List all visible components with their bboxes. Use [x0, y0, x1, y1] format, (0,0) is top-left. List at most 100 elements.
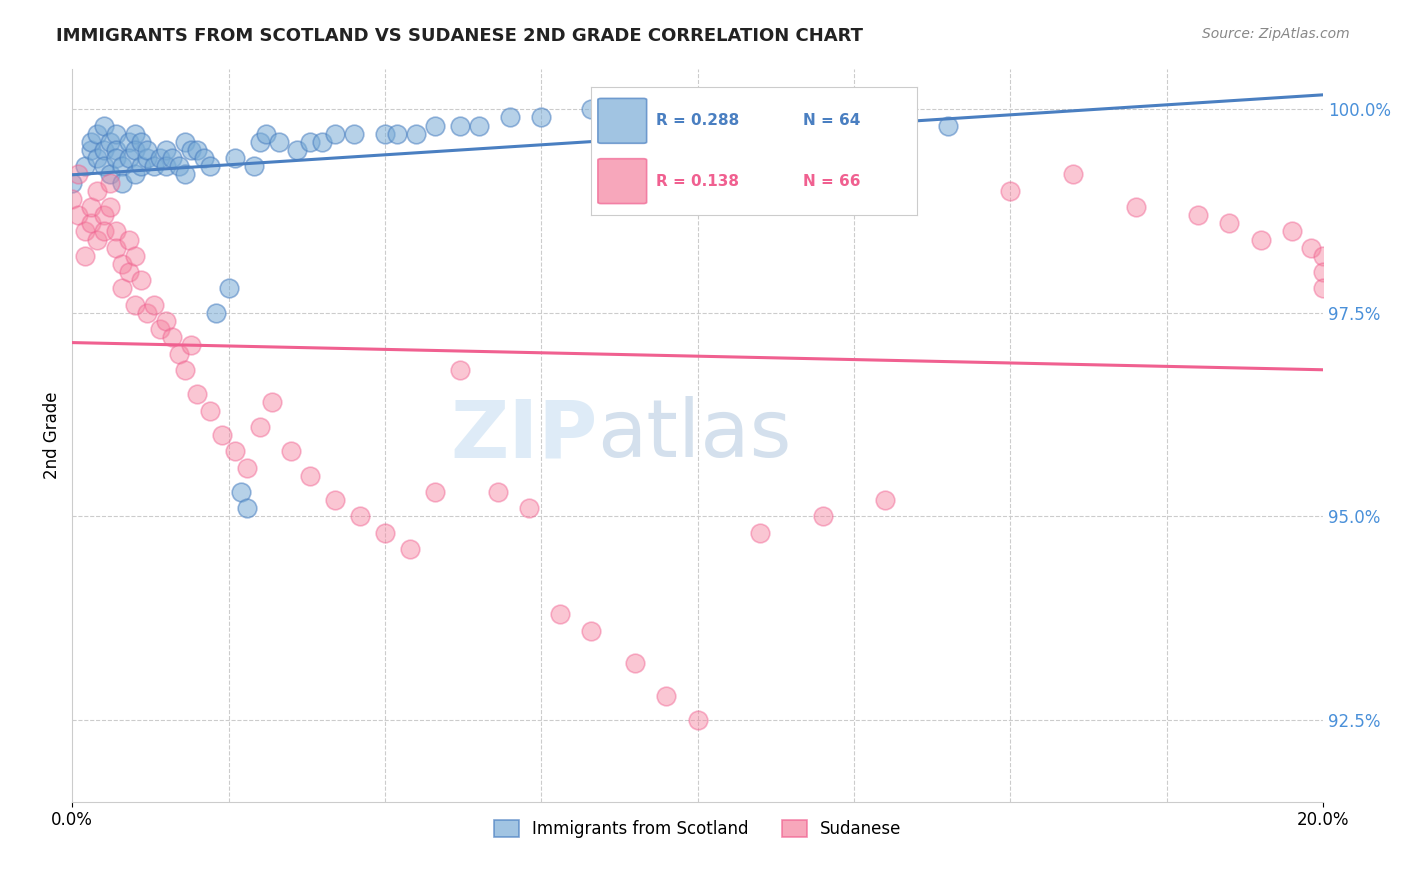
Point — [323, 127, 346, 141]
Point — [86, 127, 108, 141]
Point — [323, 493, 346, 508]
Point — [374, 127, 396, 141]
Point — [236, 460, 259, 475]
Point — [155, 159, 177, 173]
Point — [98, 200, 121, 214]
Point — [149, 322, 172, 336]
Point — [655, 689, 678, 703]
Point — [86, 184, 108, 198]
Point — [142, 159, 165, 173]
Point — [1187, 208, 1209, 222]
Point — [149, 151, 172, 165]
Point — [80, 200, 103, 214]
Point — [93, 208, 115, 222]
Point — [67, 208, 90, 222]
Point — [749, 525, 772, 540]
Point — [1125, 200, 1147, 214]
Point — [105, 143, 128, 157]
Point — [298, 135, 321, 149]
Point — [423, 485, 446, 500]
Point — [811, 509, 834, 524]
Point — [117, 265, 139, 279]
Point — [1218, 216, 1240, 230]
Point — [218, 281, 240, 295]
Point — [1312, 281, 1334, 295]
Point — [198, 159, 221, 173]
Text: IMMIGRANTS FROM SCOTLAND VS SUDANESE 2ND GRADE CORRELATION CHART: IMMIGRANTS FROM SCOTLAND VS SUDANESE 2ND… — [56, 27, 863, 45]
Point — [249, 420, 271, 434]
Point — [173, 168, 195, 182]
Point — [93, 119, 115, 133]
Point — [162, 330, 184, 344]
Point — [936, 119, 959, 133]
Point — [105, 241, 128, 255]
Point — [117, 233, 139, 247]
Point — [374, 525, 396, 540]
Point — [236, 501, 259, 516]
Point — [211, 428, 233, 442]
Point — [193, 151, 215, 165]
Point — [124, 298, 146, 312]
Point — [73, 249, 96, 263]
Point — [1250, 233, 1272, 247]
Point — [129, 273, 152, 287]
Point — [267, 135, 290, 149]
Point — [136, 306, 159, 320]
Point — [349, 509, 371, 524]
Point — [93, 159, 115, 173]
Point — [124, 249, 146, 263]
Y-axis label: 2nd Grade: 2nd Grade — [44, 392, 60, 479]
Point — [517, 501, 540, 516]
Point — [280, 444, 302, 458]
Point — [98, 135, 121, 149]
Point — [173, 135, 195, 149]
Point — [1312, 249, 1334, 263]
Point — [129, 135, 152, 149]
Point — [80, 216, 103, 230]
Point — [86, 233, 108, 247]
Point — [117, 151, 139, 165]
Point — [399, 542, 422, 557]
Point — [449, 119, 471, 133]
Point — [136, 151, 159, 165]
Text: ZIP: ZIP — [450, 396, 598, 474]
Text: atlas: atlas — [598, 396, 792, 474]
Point — [311, 135, 333, 149]
Point — [468, 119, 491, 133]
Point — [136, 143, 159, 157]
Point — [155, 314, 177, 328]
Point — [1299, 241, 1322, 255]
Point — [1000, 184, 1022, 198]
Point — [98, 168, 121, 182]
Point — [581, 102, 603, 116]
Point — [224, 444, 246, 458]
Point — [60, 192, 83, 206]
Point — [249, 135, 271, 149]
Point — [198, 403, 221, 417]
Point — [155, 143, 177, 157]
Point — [80, 143, 103, 157]
Point — [486, 485, 509, 500]
Point — [224, 151, 246, 165]
Point — [205, 306, 228, 320]
Point — [111, 176, 134, 190]
Legend: Immigrants from Scotland, Sudanese: Immigrants from Scotland, Sudanese — [486, 813, 908, 845]
Point — [1281, 224, 1303, 238]
Point — [180, 143, 202, 157]
Point — [111, 159, 134, 173]
Point — [242, 159, 264, 173]
Point — [1312, 265, 1334, 279]
Point — [186, 143, 208, 157]
Point — [124, 143, 146, 157]
Point — [98, 176, 121, 190]
Point — [405, 127, 427, 141]
Point — [180, 338, 202, 352]
Point — [142, 298, 165, 312]
Point — [60, 176, 83, 190]
Point — [875, 493, 897, 508]
Point — [287, 143, 309, 157]
Point — [423, 119, 446, 133]
Point — [811, 127, 834, 141]
Point — [298, 468, 321, 483]
Point — [343, 127, 366, 141]
